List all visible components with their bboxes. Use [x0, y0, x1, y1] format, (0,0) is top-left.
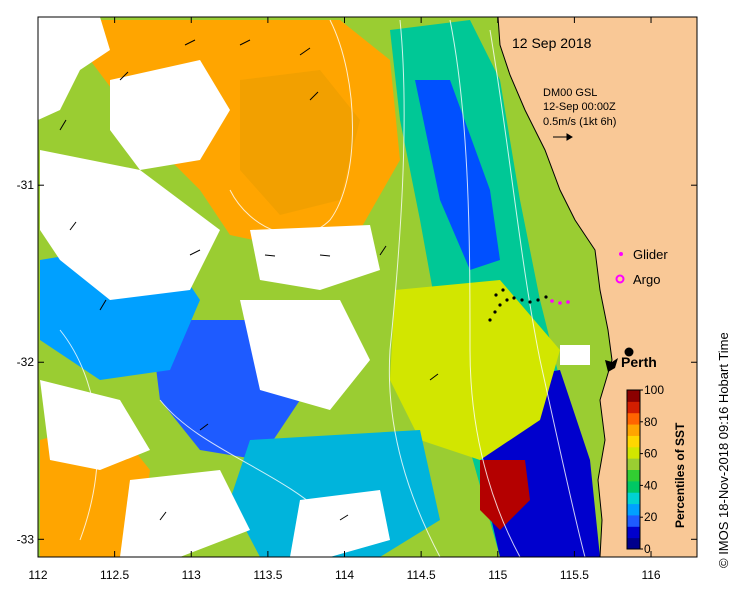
current-source-label: DM00 GSL — [543, 87, 597, 99]
y-tick-label: -32 — [17, 355, 35, 369]
x-tick-label: 112.5 — [100, 568, 129, 582]
sst-yellow-south — [390, 280, 560, 460]
colorbar-tick-label: 100 — [644, 383, 664, 397]
colorbar-tick-label: 0 — [644, 542, 651, 556]
x-tick-label: 113 — [182, 568, 201, 582]
glider-positions — [550, 299, 570, 305]
colorbar-segment — [627, 514, 640, 527]
colorbar-label: Percentiles of SST — [673, 422, 687, 528]
land-area — [497, 17, 697, 557]
cloud-mask — [38, 17, 590, 557]
colorbar-segment — [627, 412, 640, 425]
colorbar-segment — [627, 469, 640, 482]
argo-legend: Argo — [615, 272, 660, 287]
colorbar-segment — [627, 401, 640, 414]
x-tick-label: 113.5 — [253, 568, 282, 582]
colorbar-segment — [627, 390, 640, 402]
glider-legend-marker — [619, 252, 623, 256]
x-axis: 112 112.5 113 113.5 114 114.5 115 115.5 116 — [28, 17, 661, 582]
argo-legend-marker — [615, 274, 625, 284]
colorbar-segment — [627, 480, 640, 493]
bathymetry-contours — [59, 19, 586, 557]
x-tick-label: 112 — [28, 568, 47, 582]
colorbar-tick-label: 80 — [644, 415, 658, 429]
colorbar-segment — [627, 503, 640, 516]
argo-legend-label: Argo — [633, 272, 660, 287]
colorbar-segment — [627, 458, 640, 470]
x-tick-label: 114.5 — [407, 568, 436, 582]
glider-legend-label: Glider — [633, 247, 668, 262]
glider-track — [488, 288, 548, 322]
colorbar-segment — [627, 492, 640, 505]
sst-cyan-south — [230, 430, 440, 557]
sst-blue-band-east — [415, 80, 500, 270]
perth-coast-detail — [605, 358, 618, 372]
colorbar-frame — [626, 389, 641, 550]
y-tick-label: -31 — [17, 178, 35, 192]
perth-label: Perth — [621, 354, 657, 370]
perth-marker — [624, 347, 634, 357]
x-tick-label: 116 — [641, 568, 660, 582]
colorbar-tick-label: 20 — [644, 510, 658, 524]
x-tick-label: 115.5 — [560, 568, 589, 582]
colorbar-segment — [627, 446, 640, 459]
sst-red-spot-south — [480, 460, 530, 530]
x-tick-label: 114 — [335, 568, 354, 582]
colorbar-tick-label: 60 — [644, 447, 658, 461]
current-time-label: 12-Sep 00:00Z — [543, 101, 616, 113]
colorbar: 0 20 40 60 80 100 — [626, 383, 664, 556]
current-arrows — [59, 39, 439, 521]
sst-warm-patch-core — [240, 70, 360, 215]
colorbar-segment — [627, 435, 640, 448]
current-scale-label: 0.5m/s (1kt 6h) — [543, 116, 616, 128]
x-tick-label: 115 — [488, 568, 507, 582]
colorbar-segment — [627, 424, 640, 436]
y-tick-label: -33 — [17, 532, 35, 546]
y-axis: -31 -32 -33 — [17, 178, 697, 546]
colorbar-tick-label: 40 — [644, 478, 658, 492]
colorbar-segment — [627, 526, 640, 539]
date-label: 12 Sep 2018 — [512, 35, 592, 51]
current-scale-arrow — [553, 133, 573, 141]
credit-label: © IMOS 18-Nov-2018 09:16 Hobart Time — [716, 332, 731, 568]
plot-frame — [37, 16, 698, 558]
glider-legend: Glider — [619, 247, 668, 262]
colorbar-segment — [627, 537, 640, 550]
